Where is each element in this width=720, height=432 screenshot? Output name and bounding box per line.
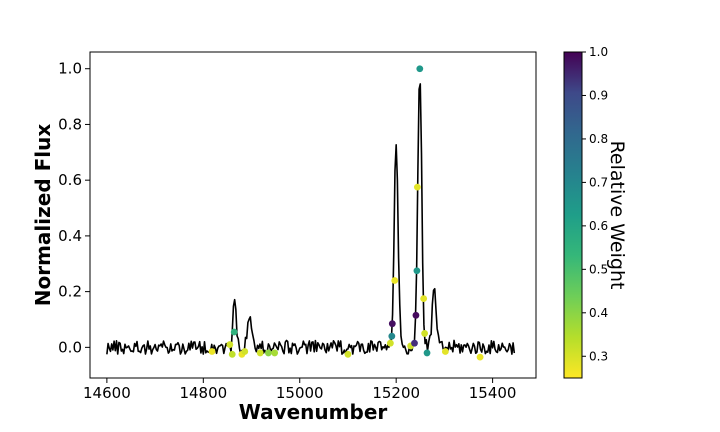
weighted-point xyxy=(391,277,399,284)
spectrum-line xyxy=(106,83,516,355)
weighted-point xyxy=(230,328,238,336)
x-tick-label: 15400 xyxy=(469,384,517,402)
colorbar-ticks: 0.3 0.4 0.5 0.6 0.7 0.8 0.9 1.0 xyxy=(582,45,608,363)
x-axis-ticks: 14600 14800 15000 15200 15400 xyxy=(83,378,516,402)
weighted-point xyxy=(421,330,429,337)
weighted-point xyxy=(476,353,484,361)
weighted-point xyxy=(412,311,420,319)
weighted-point xyxy=(388,320,396,328)
axes-frame xyxy=(89,51,537,379)
colorbar-tick-label: 0.7 xyxy=(589,175,608,189)
weighted-point xyxy=(441,348,449,355)
colorbar-tick-label: 0.8 xyxy=(589,132,608,146)
spectrum-layer xyxy=(106,83,516,355)
x-axis-label: Wavenumber xyxy=(239,400,388,424)
weighted-point xyxy=(411,339,418,347)
x-tick-label: 14600 xyxy=(83,384,131,402)
weighted-point xyxy=(271,349,279,357)
y-axis-ticks: 0.0 0.2 0.4 0.6 0.8 1.0 xyxy=(58,60,90,356)
weighted-point xyxy=(344,350,352,358)
y-tick-label: 0.6 xyxy=(58,171,82,189)
weighted-point xyxy=(208,348,216,355)
weighted-point xyxy=(241,348,249,355)
colorbar-tick-label: 0.5 xyxy=(589,262,608,276)
y-tick-label: 1.0 xyxy=(58,60,82,78)
plot-area: 14600 14800 15000 15200 15400 0.00.20.40.60.… xyxy=(31,51,537,424)
y-tick-label: 0.8 xyxy=(58,115,82,133)
weighted-points-layer xyxy=(208,65,484,361)
x-tick-label: 15200 xyxy=(372,384,420,402)
weighted-point xyxy=(386,339,394,347)
x-tick-label: 15000 xyxy=(276,384,324,402)
weighted-point xyxy=(420,295,428,302)
x-tick-label: 14800 xyxy=(179,384,227,402)
weighted-point xyxy=(413,183,421,191)
colorbar-tick-label: 0.4 xyxy=(589,306,608,320)
weighted-point xyxy=(413,267,421,275)
y-axis-label: Normalized Flux xyxy=(31,124,55,307)
colorbar-tick-label: 0.9 xyxy=(589,88,608,102)
weighted-point xyxy=(388,332,396,340)
weighted-point xyxy=(256,349,264,357)
colorbar-label: Relative Weight xyxy=(606,141,628,290)
weighted-point xyxy=(228,350,236,358)
weighted-point xyxy=(265,349,272,357)
colorbar: 0.3 0.4 0.5 0.6 0.7 0.8 0.9 1.0 Relative Weight xyxy=(563,45,628,379)
y-tick-label: 0.0 xyxy=(58,338,82,356)
weighted-point xyxy=(423,349,431,357)
colorbar-tick-label: 1.0 xyxy=(589,45,608,59)
weighted-point xyxy=(416,65,424,73)
y-tick-label: 0.2 xyxy=(58,283,82,301)
colorbar-gradient xyxy=(563,51,583,379)
y-tick-label: 0.4 xyxy=(58,227,82,245)
colorbar-tick-label: 0.3 xyxy=(589,349,608,363)
colorbar-tick-label: 0.6 xyxy=(589,219,608,233)
weighted-point xyxy=(226,341,234,348)
